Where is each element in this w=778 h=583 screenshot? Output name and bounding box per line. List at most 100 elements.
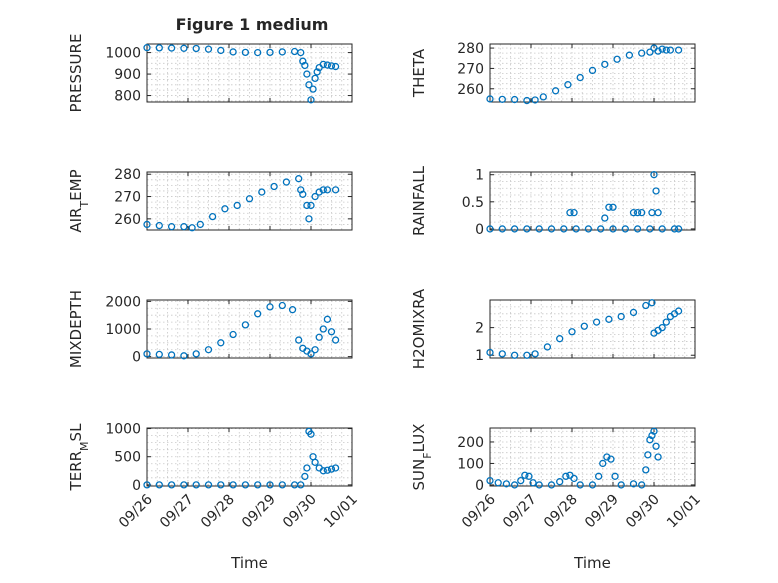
data-point <box>331 336 340 344</box>
data-point <box>143 481 151 489</box>
data-point <box>658 323 666 332</box>
data-point <box>254 48 262 57</box>
axes-frame <box>489 299 696 359</box>
data-point <box>143 220 151 229</box>
grid-lines <box>146 44 353 102</box>
data-point <box>327 328 336 336</box>
data-point <box>323 315 332 323</box>
data-point <box>167 223 176 231</box>
subplot-3: 260 270 280 AIRTEMP <box>67 167 353 233</box>
data-point <box>556 335 564 343</box>
y-axis-label: H2OMIXRA <box>410 288 428 369</box>
data-point <box>498 350 506 358</box>
data-point <box>307 430 315 438</box>
data-point <box>570 474 578 483</box>
data-point <box>568 328 576 336</box>
data-point <box>486 95 494 103</box>
y-tick-label: 260 <box>457 82 484 98</box>
series-markers <box>486 171 683 233</box>
data-point <box>650 171 658 179</box>
y-tick-label: 0.5 <box>462 195 484 211</box>
data-point <box>646 48 654 56</box>
data-point <box>560 225 568 233</box>
data-point <box>529 479 537 487</box>
data-point <box>217 481 225 489</box>
data-point <box>282 178 291 186</box>
series-markers <box>143 427 340 489</box>
data-point <box>278 481 286 489</box>
y-tick-label: 800 <box>114 89 141 105</box>
series-markers <box>486 44 683 105</box>
x-tick-label: 09/29 <box>239 492 279 532</box>
y-axis-label: AIRTEMP <box>67 169 91 232</box>
data-point <box>551 87 560 95</box>
data-point <box>311 458 319 466</box>
data-point <box>648 431 656 440</box>
data-point <box>621 225 629 233</box>
data-point <box>288 306 297 314</box>
data-point <box>609 225 617 233</box>
x-axis-label: Time <box>230 554 268 572</box>
data-point <box>221 205 229 213</box>
data-point <box>580 322 588 330</box>
data-point <box>301 61 309 70</box>
y-tick-label: 500 <box>114 450 141 466</box>
data-point <box>319 467 327 475</box>
data-point <box>654 209 662 217</box>
data-point <box>301 472 309 481</box>
y-tick-label: 1 <box>475 348 484 364</box>
data-point <box>323 466 332 474</box>
data-point <box>494 479 502 487</box>
data-point <box>167 351 176 359</box>
data-point <box>607 455 615 463</box>
data-point <box>629 480 638 488</box>
x-axis-label: Time <box>573 554 611 572</box>
data-point <box>597 225 605 233</box>
data-point <box>562 472 570 480</box>
data-point <box>327 62 336 70</box>
y-tick-label: 1000 <box>105 322 141 338</box>
x-tick-label: 09/27 <box>157 492 197 532</box>
data-point <box>254 310 262 318</box>
data-point <box>331 62 340 71</box>
y-tick-label: 1000 <box>105 46 141 62</box>
subplot-6: 1 2 H2OMIXRA <box>410 288 696 369</box>
data-point <box>143 350 151 358</box>
data-point <box>180 352 188 360</box>
grid-lines <box>146 172 353 231</box>
data-point <box>543 343 552 351</box>
data-point <box>192 481 200 489</box>
data-point <box>315 333 323 341</box>
data-point <box>613 55 621 63</box>
series-markers <box>143 175 340 232</box>
x-tick-label: 09/29 <box>582 492 622 532</box>
data-point <box>305 81 313 89</box>
data-point <box>319 325 327 333</box>
axes-frame <box>146 171 353 231</box>
data-point <box>498 225 506 233</box>
data-point <box>319 186 327 194</box>
y-tick-label: 0 <box>132 350 141 366</box>
y-tick-label: 1 <box>475 168 484 184</box>
data-point <box>319 60 327 69</box>
x-tick-label: 10/01 <box>664 492 704 532</box>
subplot-7: 09/26 09/27 09/28 09/29 09/30 10/01 0 500 1000 TE… <box>67 422 361 572</box>
data-point <box>278 301 286 310</box>
grid-lines <box>146 428 353 486</box>
series-markers <box>143 301 340 360</box>
data-point <box>652 187 660 195</box>
data-point <box>633 209 642 217</box>
data-point <box>180 223 188 231</box>
data-point <box>303 464 311 472</box>
data-point <box>588 66 597 75</box>
data-point <box>307 201 315 210</box>
data-point <box>601 214 609 222</box>
data-point <box>521 471 529 479</box>
data-point <box>650 427 658 435</box>
data-point <box>617 481 625 489</box>
y-tick-label: 0 <box>132 478 141 494</box>
data-point <box>556 478 564 486</box>
data-point <box>576 73 584 82</box>
data-point <box>646 436 654 444</box>
data-point <box>229 481 237 489</box>
